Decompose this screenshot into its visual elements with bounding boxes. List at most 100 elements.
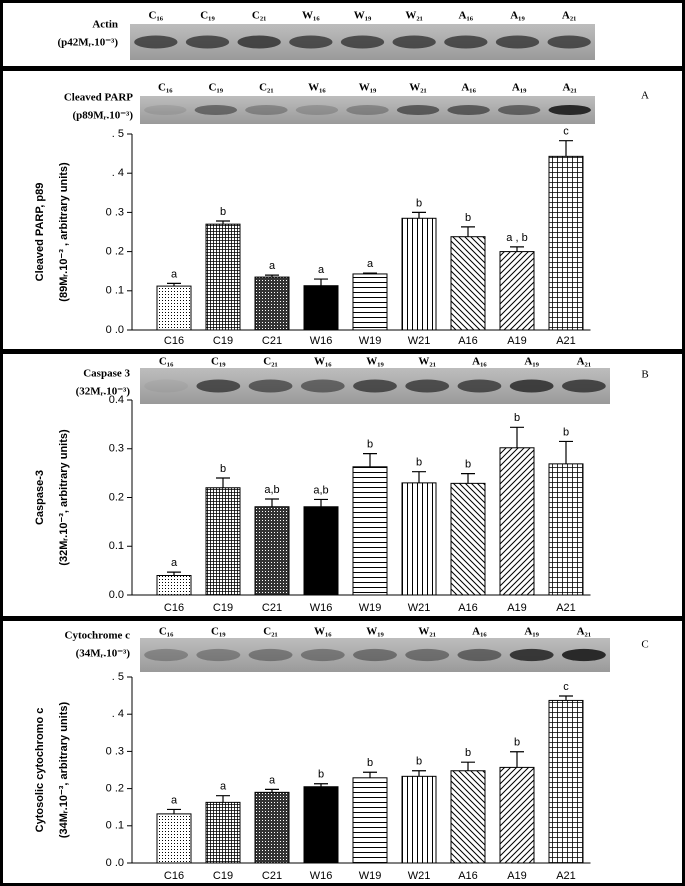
significance-label: b xyxy=(465,212,471,224)
bar xyxy=(450,236,486,331)
lane-label: C₁₆ xyxy=(159,626,174,638)
blot-band xyxy=(547,35,591,49)
significance-label: a xyxy=(367,258,374,270)
significance-label: a xyxy=(220,781,227,793)
bar xyxy=(205,487,241,596)
bar xyxy=(548,699,584,864)
bar xyxy=(499,251,535,331)
x-tick-label: W16 xyxy=(310,602,333,614)
error-bar xyxy=(412,211,426,219)
significance-label: b xyxy=(367,757,373,769)
lane-label: C₁₆ xyxy=(158,82,173,94)
bar xyxy=(548,463,584,596)
bar xyxy=(156,813,192,864)
x-tick-label: A16 xyxy=(458,602,478,614)
blot-label: Cleaved PARP xyxy=(64,92,133,104)
lane-label: A₁₉ xyxy=(512,82,527,94)
blot-band xyxy=(396,104,440,116)
y-axis-label: Cleaved PARP, p89 xyxy=(34,183,46,282)
y-axis-label: (89Mᵣ.10⁻³ , arbitrary units) xyxy=(58,162,70,302)
bar xyxy=(499,766,535,864)
y-tick-label: . 4 xyxy=(112,708,124,720)
significance-label: a,b xyxy=(313,484,328,496)
blot-band xyxy=(444,35,488,49)
significance-label: a xyxy=(318,264,325,276)
x-tick-label: W16 xyxy=(310,335,333,347)
blot-band xyxy=(509,379,554,393)
significance-label: a xyxy=(269,774,276,786)
y-tick-label: 0.2 xyxy=(109,491,124,503)
lane-label: W₁₉ xyxy=(366,626,384,638)
bar xyxy=(401,482,437,596)
lane-label: W₁₉ xyxy=(359,82,377,94)
significance-label: b xyxy=(465,747,471,759)
x-tick-label: W21 xyxy=(408,335,431,347)
blot-band xyxy=(447,104,490,116)
blot-sublabel: (p42Mᵣ.10⁻³) xyxy=(58,37,119,49)
significance-label: c xyxy=(563,126,569,138)
blot-band xyxy=(561,648,606,662)
y-tick-label: 0.3 xyxy=(109,443,124,455)
error-bar xyxy=(314,783,328,787)
significance-label: a xyxy=(171,557,178,569)
significance-label: a xyxy=(269,260,276,272)
blot-band xyxy=(353,648,397,662)
lane-label: A₁₆ xyxy=(472,356,487,368)
x-tick-label: W19 xyxy=(359,602,382,614)
blot-band xyxy=(144,104,187,116)
blot-band xyxy=(248,379,293,393)
blot-band xyxy=(497,104,541,116)
significance-label: b xyxy=(514,412,520,424)
blot-band xyxy=(561,379,606,393)
blot-band xyxy=(405,379,450,393)
y-tick-label: 0 .3 xyxy=(106,206,124,218)
x-tick-label: C19 xyxy=(213,335,233,347)
blot-band xyxy=(457,379,502,393)
bar xyxy=(205,223,241,331)
error-bar xyxy=(167,808,181,814)
lane-label: W₂₁ xyxy=(405,10,423,22)
x-tick-label: W16 xyxy=(310,870,333,882)
blot-band xyxy=(194,104,238,116)
x-tick-label: A21 xyxy=(556,335,576,347)
error-bar xyxy=(559,695,573,701)
y-tick-label: . 5 xyxy=(112,128,124,140)
blot-sublabel: (32Mᵣ.10⁻³) xyxy=(76,386,131,398)
lane-label: A₁₉ xyxy=(524,626,539,638)
blot-band xyxy=(353,379,397,393)
x-tick-label: A19 xyxy=(507,870,527,882)
significance-label: c xyxy=(563,681,569,693)
panel-letter: A xyxy=(641,90,649,102)
x-tick-label: A21 xyxy=(556,870,576,882)
error-bar xyxy=(510,426,524,448)
bar xyxy=(156,285,192,331)
y-tick-label: 0.0 xyxy=(109,589,124,601)
lane-label: W₂₁ xyxy=(409,82,427,94)
significance-label: a xyxy=(171,794,178,806)
x-tick-label: C21 xyxy=(262,335,282,347)
bar xyxy=(401,217,437,331)
significance-label: b xyxy=(465,459,471,471)
x-tick-label: A16 xyxy=(458,870,478,882)
error-bar xyxy=(363,771,377,778)
x-tick-label: W21 xyxy=(408,870,431,882)
error-bar xyxy=(559,140,573,157)
lane-label: C₁₆ xyxy=(149,10,164,22)
panel-border xyxy=(0,618,685,886)
lane-label: W₂₁ xyxy=(418,626,436,638)
significance-label: a , b xyxy=(506,232,527,244)
x-tick-label: C16 xyxy=(164,335,184,347)
bar xyxy=(254,276,290,331)
blot-sublabel: (p89Mᵣ.10⁻³) xyxy=(73,110,134,122)
lane-label: C₁₉ xyxy=(211,356,226,368)
y-tick-label: 0 .2 xyxy=(106,246,124,258)
y-tick-label: 0 .2 xyxy=(106,783,124,795)
blot-label: Caspase 3 xyxy=(83,368,130,380)
lane-label: W₂₁ xyxy=(418,356,436,368)
lane-label: W₁₆ xyxy=(314,356,332,368)
error-bar xyxy=(314,498,328,507)
bar xyxy=(303,506,339,596)
bar xyxy=(205,801,241,864)
lane-label: C₁₉ xyxy=(200,10,215,22)
